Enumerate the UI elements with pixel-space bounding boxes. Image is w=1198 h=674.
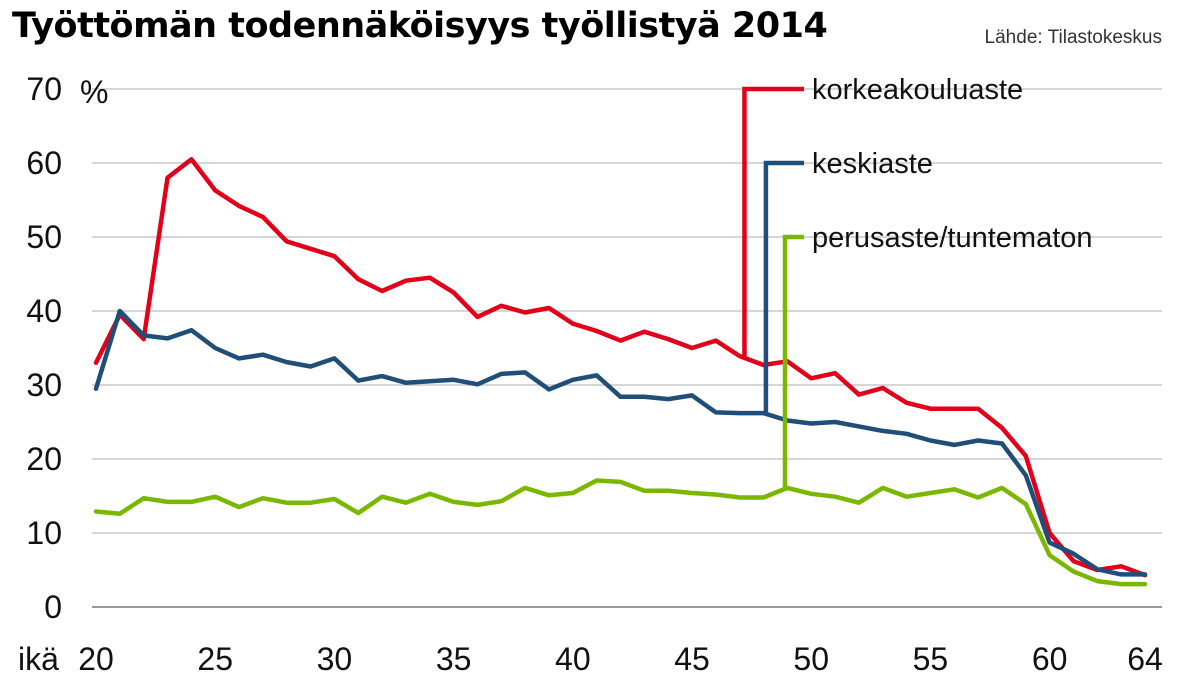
legend: korkeakouluaste keskiaste perusaste/tuntem… <box>742 74 1093 488</box>
series-line-3 <box>93 478 1148 587</box>
legend-label-2: keskiaste <box>812 148 933 180</box>
x-tick-label: 45 <box>674 641 710 674</box>
y-tick-label: 40 <box>26 293 62 329</box>
legend-leader-3 <box>782 234 804 488</box>
x-tick-label: 40 <box>555 641 591 674</box>
series-line-1 <box>93 157 1148 578</box>
x-tick-label: 50 <box>793 641 829 674</box>
y-tick-labels: 0 10 20 30 40 50 60 70 <box>26 71 62 625</box>
chart-title: Työttömän todennäköisyys työllistyä 2014 <box>12 6 828 46</box>
y-tick-label: 70 <box>26 71 62 107</box>
series-lines <box>93 157 1148 587</box>
x-tick-label: 64 <box>1127 641 1163 674</box>
x-axis-label: ikä <box>18 641 59 674</box>
gridlines <box>92 88 1162 608</box>
y-unit-label: % <box>80 74 108 110</box>
series-line-2 <box>93 308 1148 577</box>
x-tick-labels: 20 25 30 35 40 45 50 55 60 64 <box>78 641 1163 674</box>
x-tick-label: 60 <box>1032 641 1068 674</box>
x-tick-label: 55 <box>913 641 949 674</box>
y-tick-label: 50 <box>26 219 62 255</box>
x-tick-label: 30 <box>317 641 353 674</box>
x-tick-label: 20 <box>78 641 114 674</box>
x-tick-label: 25 <box>197 641 233 674</box>
legend-label-1: korkeakouluaste <box>812 74 1023 106</box>
y-tick-label: 10 <box>26 515 62 551</box>
y-tick-label: 60 <box>26 145 62 181</box>
y-tick-label: 0 <box>44 589 62 625</box>
legend-label-3: perusaste/tuntematon <box>812 222 1093 254</box>
legend-leader-2 <box>763 160 804 414</box>
x-tick-label: 35 <box>436 641 472 674</box>
source-note: Lähde: Tilastokeskus <box>984 27 1162 48</box>
legend-leader-1 <box>742 86 804 357</box>
y-tick-label: 20 <box>26 441 62 477</box>
y-tick-label: 30 <box>26 367 62 403</box>
